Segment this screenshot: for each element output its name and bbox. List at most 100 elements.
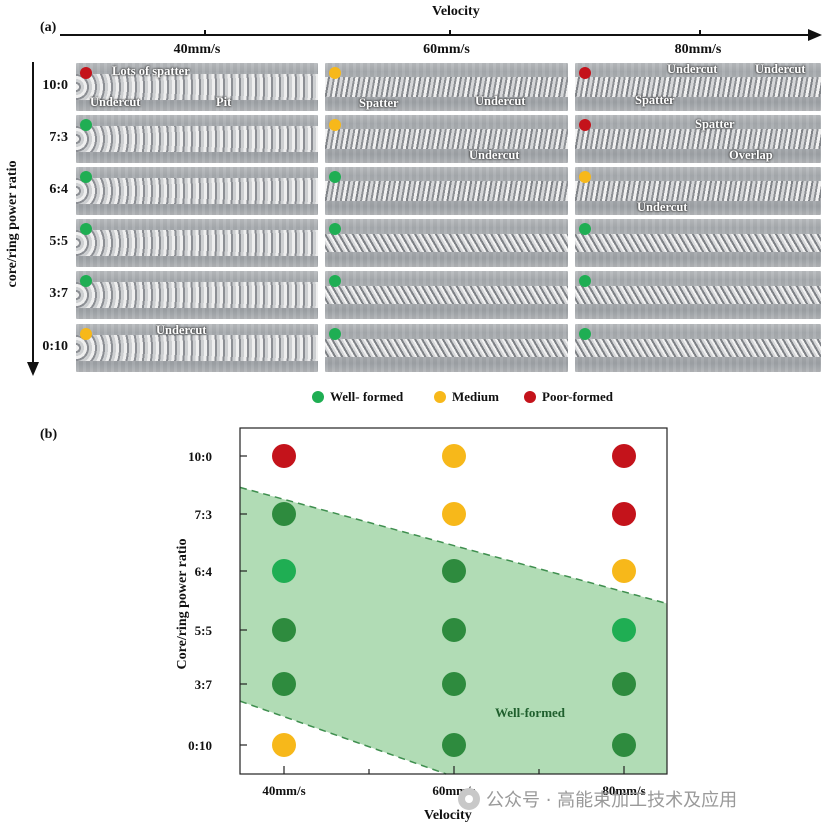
weld-bead <box>76 229 318 257</box>
weld-bead <box>575 234 821 252</box>
side-axis-arrow <box>27 62 39 376</box>
y-tick-label: 5:5 <box>195 623 213 638</box>
quality-dot <box>80 223 92 235</box>
row-header: 5:5 <box>49 234 68 249</box>
weld-micrograph <box>575 219 821 267</box>
data-point-well <box>612 672 636 696</box>
legend-swatch <box>434 391 446 403</box>
row-header: 6:4 <box>49 182 68 197</box>
weld-micrograph <box>575 324 821 372</box>
y-tick-label: 3:7 <box>195 677 213 692</box>
weld-micrograph: Spatter Undercut <box>325 63 568 111</box>
data-point-well <box>442 559 466 583</box>
data-point-well <box>272 672 296 696</box>
weld-bead <box>575 339 821 357</box>
weld-bead <box>575 181 821 201</box>
data-point-well <box>272 502 296 526</box>
weld-bead <box>325 339 568 357</box>
weld-micrograph: Undercut <box>575 167 821 215</box>
quality-dot <box>579 223 591 235</box>
defect-annotation: Undercut <box>469 148 520 162</box>
weld-bead <box>575 129 821 149</box>
weld-micrograph: Undercut <box>325 115 568 163</box>
quality-dot <box>80 328 92 340</box>
weld-bead <box>76 281 318 309</box>
weld-bead <box>325 286 568 304</box>
weld-micrograph <box>76 115 318 163</box>
top-axis-title: Velocity <box>432 4 480 19</box>
weld-bead <box>76 177 318 205</box>
quality-dot <box>329 171 341 183</box>
legend-item-poor: Poor-formed <box>524 389 613 405</box>
defect-annotation: Undercut <box>667 63 718 76</box>
quality-dot <box>80 171 92 183</box>
quality-dot <box>579 67 591 79</box>
quality-dot <box>329 223 341 235</box>
data-point-well <box>272 618 296 642</box>
weld-bead <box>325 77 568 97</box>
weld-bead <box>575 286 821 304</box>
data-point-poor <box>612 502 636 526</box>
weld-bead <box>76 125 318 153</box>
defect-annotation: Undercut <box>475 94 526 108</box>
data-point-well <box>442 733 466 757</box>
legend-label: Medium <box>452 389 499 404</box>
quality-dot <box>329 119 341 131</box>
weld-bead <box>325 181 568 201</box>
weld-micrograph <box>325 219 568 267</box>
region-label: Well-formed <box>495 705 566 720</box>
quality-dot <box>80 275 92 287</box>
legend-item-medium: Medium <box>434 389 499 405</box>
panel-a-label: (a) <box>40 20 57 35</box>
weld-bead <box>325 234 568 252</box>
data-point-well <box>272 559 296 583</box>
weld-bead <box>325 129 568 149</box>
weld-micrograph: Lots of spatter Undercut Pit <box>76 63 318 111</box>
watermark-text: 公众号 · 高能束加工技术及应用 <box>486 790 738 811</box>
defect-annotation: Undercut <box>156 324 207 337</box>
chart-b-ylabel: Core/ring power ratio <box>175 538 190 670</box>
defect-annotation: Undercut <box>637 200 688 214</box>
x-tick-label: 40mm/s <box>262 783 305 798</box>
weld-micrograph: Spatter Overlap <box>575 115 821 163</box>
weld-micrograph: Undercut <box>76 324 318 372</box>
chart-b-xlabel: Velocity <box>424 808 472 823</box>
weld-bead <box>76 334 318 362</box>
data-point-well <box>442 672 466 696</box>
column-header: 80mm/s <box>674 42 722 57</box>
legend-label: Well- formed <box>330 389 404 404</box>
quality-dot <box>80 67 92 79</box>
defect-annotation: Undercut <box>755 63 806 76</box>
top-axis-arrow <box>60 29 822 41</box>
defect-annotation: Undercut <box>90 95 141 109</box>
row-header: 3:7 <box>49 286 68 301</box>
row-header: 10:0 <box>42 78 68 93</box>
region-upper-boundary <box>239 486 668 605</box>
region-lower-boundary <box>239 700 447 775</box>
data-point-poor <box>612 444 636 468</box>
data-point-medium <box>442 502 466 526</box>
x-tick-label: 80mm/s <box>602 783 645 798</box>
defect-annotation: Lots of spatter <box>112 64 190 78</box>
defect-annotation: Overlap <box>729 148 773 162</box>
data-point-medium <box>612 559 636 583</box>
quality-dot <box>329 328 341 340</box>
defect-annotation: Spatter <box>695 117 735 131</box>
data-point-well <box>612 733 636 757</box>
quality-dot <box>579 119 591 131</box>
row-header: 7:3 <box>49 130 68 145</box>
quality-dot <box>329 275 341 287</box>
y-tick-label: 10:0 <box>188 449 212 464</box>
weld-micrograph <box>76 271 318 319</box>
column-header: 60mm/s <box>423 42 470 57</box>
weld-bead <box>76 73 318 101</box>
y-tick-label: 0:10 <box>188 738 212 753</box>
defect-annotation: Spatter <box>359 96 399 110</box>
quality-dot <box>329 67 341 79</box>
data-point-poor <box>272 444 296 468</box>
column-header: 40mm/s <box>173 42 221 57</box>
quality-dot <box>80 119 92 131</box>
weld-micrograph <box>76 167 318 215</box>
legend-swatch <box>524 391 536 403</box>
